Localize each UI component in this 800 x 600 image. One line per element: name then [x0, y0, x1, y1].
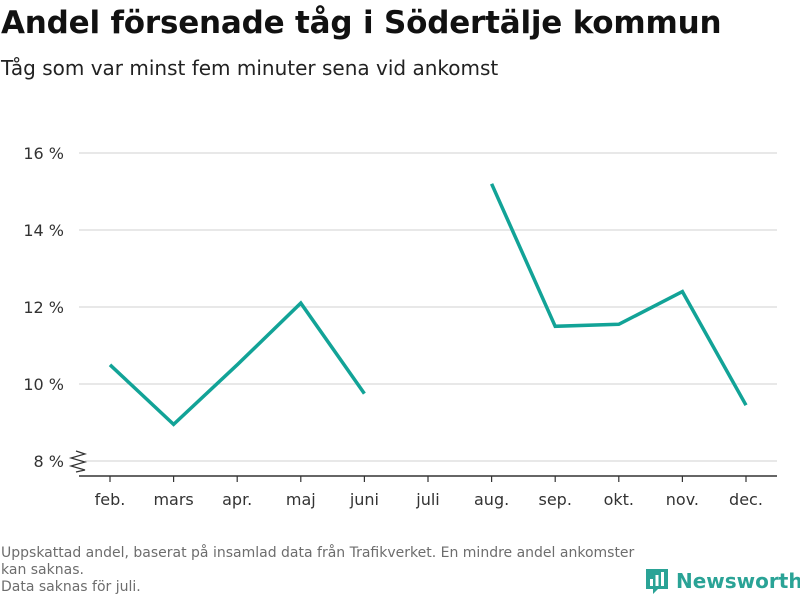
- bar-chart-logo-icon: [646, 569, 668, 594]
- footnote-missing-data: Data saknas för juli.: [1, 579, 141, 595]
- x-tick-label: sep.: [538, 490, 571, 509]
- x-tick-label: okt.: [604, 490, 634, 509]
- x-tick-label: apr.: [222, 490, 252, 509]
- y-tick-label: 16 %: [23, 144, 64, 163]
- footnotes: Uppskattad andel, baserat på insamlad da…: [1, 545, 641, 596]
- brand-name: Newsworthy: [676, 569, 800, 593]
- x-tick-label: nov.: [666, 490, 699, 509]
- x-axis: feb. mars apr. maj juni juli aug. sep. okt. nov. d…: [79, 475, 777, 509]
- x-tick-label: mars: [153, 490, 193, 509]
- series-line-segment: [490, 183, 748, 407]
- grid-lines: [79, 152, 777, 462]
- chart-subtitle: Tåg som var minst fem minuter sena vid a…: [1, 56, 499, 80]
- chart-title: Andel försenade tåg i Södertälje kommun: [1, 5, 722, 41]
- x-tick-label: aug.: [474, 490, 509, 509]
- x-tick-label: feb.: [95, 490, 126, 509]
- y-tick-label: 8 %: [34, 452, 64, 471]
- y-tick-label: 14 %: [23, 221, 64, 240]
- axis-break-icon: [68, 450, 88, 473]
- series-line-segment: [108, 300, 366, 427]
- y-tick-label: 10 %: [23, 375, 64, 394]
- series-layer: [108, 183, 748, 427]
- x-tick-label: maj: [286, 490, 316, 509]
- y-tick-label: 12 %: [23, 298, 64, 317]
- x-tick-label: dec.: [729, 490, 763, 509]
- x-tick-label: juni: [349, 490, 379, 509]
- x-tick-label: juli: [415, 490, 439, 509]
- footnote-estimate: Uppskattad andel, baserat på insamlad da…: [1, 545, 635, 578]
- brand: Newsworthy: [644, 567, 800, 595]
- y-axis: 8 % 10 % 12 % 14 % 16 %: [23, 144, 88, 473]
